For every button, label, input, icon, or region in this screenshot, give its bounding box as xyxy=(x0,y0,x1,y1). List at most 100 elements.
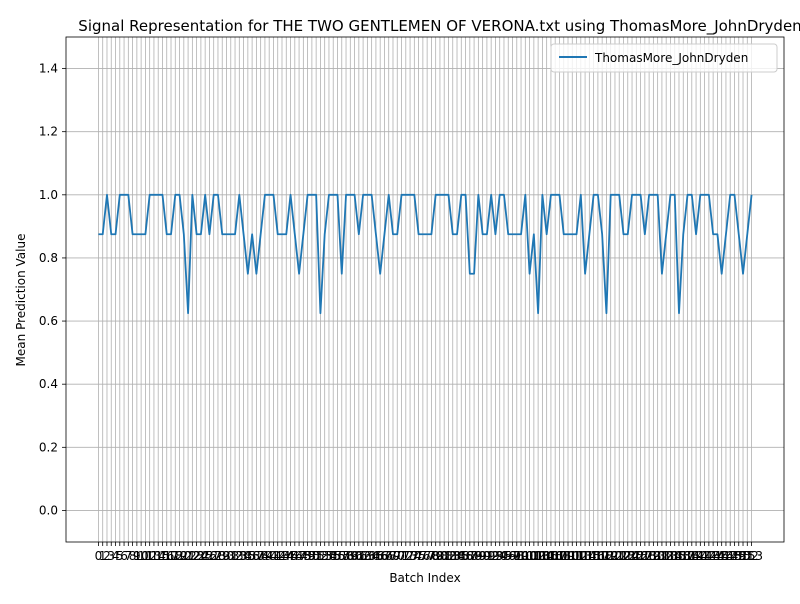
x-tick-label: 147 xyxy=(714,549,737,563)
x-tick-label: 123 xyxy=(612,549,635,563)
x-tick-label: 148 xyxy=(719,549,742,563)
legend-label: ThomasMore_JohnDryden xyxy=(594,51,748,65)
x-tick-label: 153 xyxy=(740,549,763,563)
x-tick-label: 12 xyxy=(142,549,157,563)
x-tick-label: 130 xyxy=(642,549,665,563)
x-tick-label: 54 xyxy=(321,549,336,563)
y-tick-label: 1.2 xyxy=(39,125,58,139)
x-tick-label: 56 xyxy=(330,549,345,563)
x-tick-label: 106 xyxy=(539,549,562,563)
x-tick-label: 152 xyxy=(736,549,759,563)
x-tick-label: 114 xyxy=(574,549,597,563)
x-tick-label: 120 xyxy=(599,549,622,563)
series-line-ThomasMore_JohnDryden xyxy=(98,193,753,315)
x-tick-label: 77 xyxy=(419,549,434,563)
x-tick-label: 75 xyxy=(411,549,426,563)
x-tick-label: 88 xyxy=(466,549,481,563)
x-tick-label: 100 xyxy=(514,549,537,563)
x-tick-label: 10 xyxy=(133,549,148,563)
x-tick-label: 126 xyxy=(625,549,648,563)
x-tick-label: 45 xyxy=(283,549,298,563)
y-tick-label: 0.6 xyxy=(39,314,58,328)
x-tick-label: 86 xyxy=(458,549,473,563)
x-tick-label: 118 xyxy=(591,549,614,563)
x-tick-label: 50 xyxy=(304,549,319,563)
x-tick-label: 89 xyxy=(471,549,486,563)
x-tick-label: 101 xyxy=(518,549,541,563)
x-tick-label: 109 xyxy=(552,549,575,563)
x-tick-label: 3 xyxy=(107,549,115,563)
x-tick-label: 4 xyxy=(112,549,120,563)
x-tick-label: 81 xyxy=(437,549,452,563)
y-tick-label: 0.2 xyxy=(39,440,58,454)
x-tick-label: 79 xyxy=(428,549,443,563)
x-tick-label: 33 xyxy=(232,549,247,563)
x-tick-label: 62 xyxy=(355,549,370,563)
x-tick-label: 66 xyxy=(373,549,388,563)
x-tick-label: 144 xyxy=(702,549,725,563)
x-tick-label: 46 xyxy=(287,549,302,563)
x-tick-label: 58 xyxy=(338,549,353,563)
x-tick-label: 141 xyxy=(689,549,712,563)
x-tick-label: 110 xyxy=(557,549,580,563)
x-tick-label: 32 xyxy=(227,549,242,563)
x-tick-label: 103 xyxy=(527,549,550,563)
x-tick-label: 42 xyxy=(270,549,285,563)
x-tick-label: 129 xyxy=(638,549,661,563)
x-tick-label: 71 xyxy=(394,549,409,563)
x-tick-label: 8 xyxy=(129,549,137,563)
x-tick-label: 38 xyxy=(253,549,268,563)
x-tick-label: 76 xyxy=(415,549,430,563)
x-tick-label: 49 xyxy=(300,549,315,563)
x-tick-label: 92 xyxy=(484,549,499,563)
x-tick-label: 55 xyxy=(326,549,341,563)
x-tick-label: 60 xyxy=(347,549,362,563)
x-tick-label: 121 xyxy=(604,549,627,563)
x-tick-label: 23 xyxy=(189,549,204,563)
x-tick-label: 94 xyxy=(492,549,507,563)
x-tick-label: 82 xyxy=(441,549,456,563)
x-tick-label: 142 xyxy=(693,549,716,563)
x-tick-label: 140 xyxy=(685,549,708,563)
x-axis-label: Batch Index xyxy=(389,571,460,585)
x-tick-label: 1 xyxy=(99,549,107,563)
x-tick-label: 78 xyxy=(424,549,439,563)
x-tick-label: 44 xyxy=(279,549,294,563)
x-tick-label: 128 xyxy=(633,549,656,563)
x-tick-label: 61 xyxy=(351,549,366,563)
grid xyxy=(66,37,784,542)
x-tick-label: 72 xyxy=(398,549,413,563)
x-tick-label: 18 xyxy=(168,549,183,563)
x-tick-label: 151 xyxy=(732,549,755,563)
y-tick-label: 1.0 xyxy=(39,188,58,202)
x-tick-label: 26 xyxy=(202,549,217,563)
y-tick-label: 0.8 xyxy=(39,251,58,265)
x-tick-label: 6 xyxy=(120,549,128,563)
x-tick-label: 29 xyxy=(215,549,230,563)
x-tick-label: 107 xyxy=(544,549,567,563)
x-tick-label: 90 xyxy=(475,549,490,563)
x-tick-label: 99 xyxy=(513,549,528,563)
x-tick-label: 59 xyxy=(343,549,358,563)
x-tick-label: 27 xyxy=(206,549,221,563)
x-tick-label: 125 xyxy=(621,549,644,563)
x-tick-label: 48 xyxy=(296,549,311,563)
x-tick-label: 146 xyxy=(710,549,733,563)
y-tick-label: 0.4 xyxy=(39,377,58,391)
x-tick-label: 143 xyxy=(697,549,720,563)
x-tick-label: 64 xyxy=(364,549,379,563)
x-tick-label: 135 xyxy=(663,549,686,563)
x-tick-label: 97 xyxy=(505,549,520,563)
x-tick-label: 69 xyxy=(385,549,400,563)
x-tick-label: 35 xyxy=(240,549,255,563)
x-tick-label: 36 xyxy=(244,549,259,563)
y-tick-label: 1.4 xyxy=(39,62,58,76)
legend-box xyxy=(550,43,778,73)
x-tick-label: 138 xyxy=(676,549,699,563)
x-tick-label: 134 xyxy=(659,549,682,563)
x-tick-label: 7 xyxy=(125,549,133,563)
x-tick-label: 63 xyxy=(360,549,375,563)
y-axis-label: Mean Prediction Value xyxy=(14,234,28,367)
